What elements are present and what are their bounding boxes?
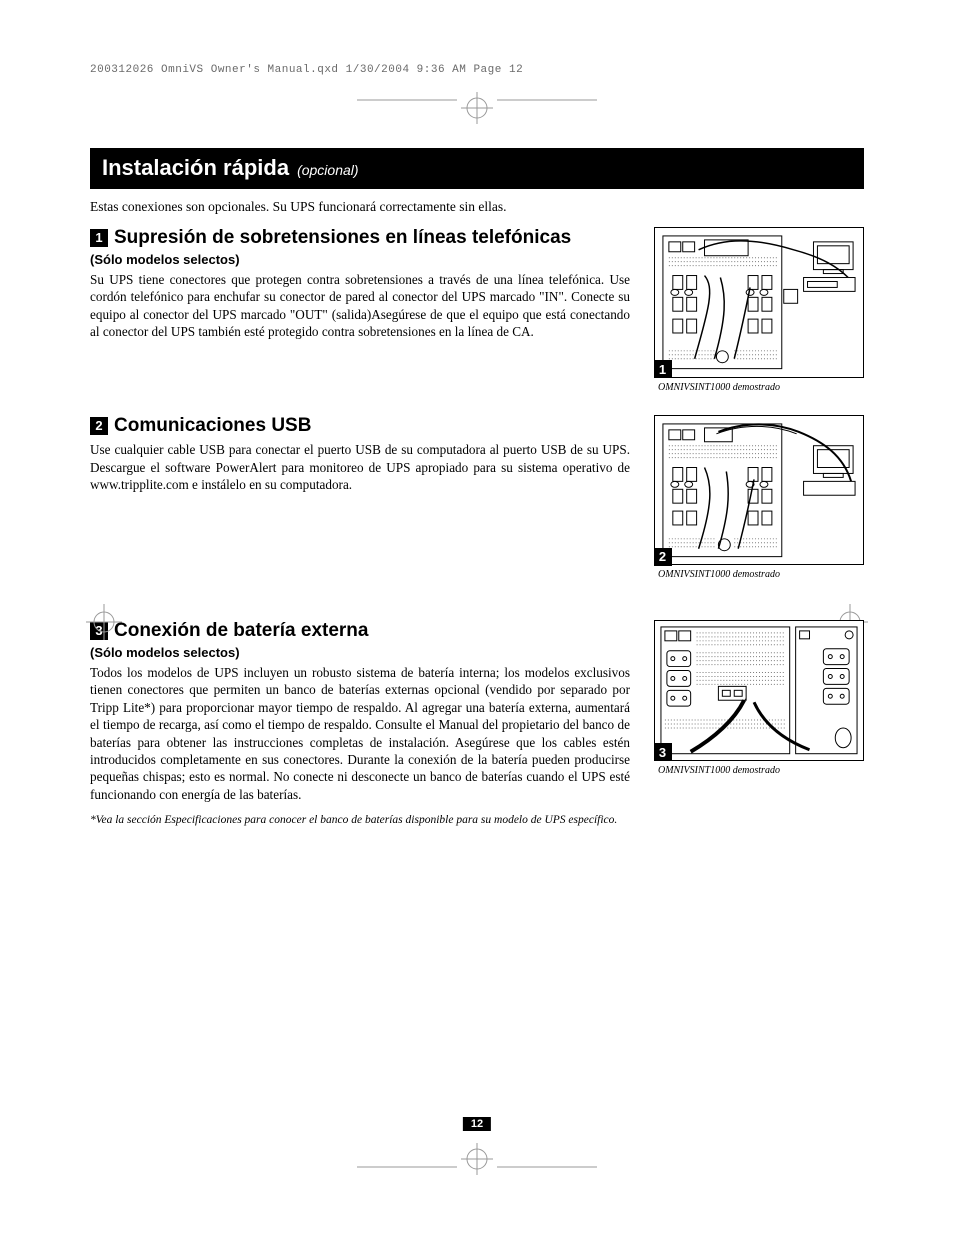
figure-2: 2 xyxy=(654,415,864,566)
section-3-figure-col: 3 OMNIVSINT1000 demostrado xyxy=(654,620,864,828)
section-2-body: Use cualquier cable USB para conectar el… xyxy=(90,441,630,493)
figure-3-caption: OMNIVSINT1000 demostrado xyxy=(654,765,864,776)
intro-text: Estas conexiones son opcionales. Su UPS … xyxy=(90,199,864,215)
section-1-heading: 1 Supresión de sobretensiones en líneas … xyxy=(90,227,630,250)
section-title-bar: Instalación rápida (opcional) xyxy=(90,148,864,189)
spacer xyxy=(90,602,864,620)
registration-mark-top xyxy=(357,92,597,124)
figure-2-tag: 2 xyxy=(654,548,672,566)
figure-3: 3 xyxy=(654,620,864,761)
registration-mark-bottom xyxy=(357,1143,597,1175)
section-2: 2 Comunicaciones USB Use cualquier cable… xyxy=(90,415,864,581)
print-slug: 200312026 OmniVS Owner's Manual.qxd 1/30… xyxy=(90,64,864,76)
section-title: Instalación rápida xyxy=(102,155,289,181)
section-3-subheading: (Sólo modelos selectos) xyxy=(90,645,630,660)
section-3-body: Todos los modelos de UPS incluyen un rob… xyxy=(90,664,630,803)
section-1-heading-text: Supresión de sobretensiones en líneas te… xyxy=(114,227,571,250)
section-3-heading: 3 Conexión de batería externa xyxy=(90,620,630,643)
page-number: 12 xyxy=(463,1117,491,1131)
figure-1-tag: 1 xyxy=(654,360,672,378)
section-3-text: 3 Conexión de batería externa (Sólo mode… xyxy=(90,620,630,828)
figure-1: 1 xyxy=(654,227,864,378)
section-2-figure-col: 2 OMNIVSINT1000 demostrado xyxy=(654,415,864,581)
footnote: *Vea la sección Especificaciones para co… xyxy=(90,813,630,828)
section-3: 3 Conexión de batería externa (Sólo mode… xyxy=(90,620,864,828)
figure-3-tag: 3 xyxy=(654,743,672,761)
section-2-heading-text: Comunicaciones USB xyxy=(114,415,311,438)
figure-2-caption: OMNIVSINT1000 demostrado xyxy=(654,569,864,580)
section-3-heading-text: Conexión de batería externa xyxy=(114,620,368,643)
section-2-heading: 2 Comunicaciones USB xyxy=(90,415,630,438)
section-2-text: 2 Comunicaciones USB Use cualquier cable… xyxy=(90,415,630,581)
section-1: 1 Supresión de sobretensiones en líneas … xyxy=(90,227,864,393)
section-1-figure-col: 1 OMNIVSINT1000 demostrado xyxy=(654,227,864,393)
figure-1-caption: OMNIVSINT1000 demostrado xyxy=(654,382,864,393)
section-1-text: 1 Supresión de sobretensiones en líneas … xyxy=(90,227,630,393)
step-number-2: 2 xyxy=(90,417,108,435)
section-1-subheading: (Sólo modelos selectos) xyxy=(90,252,630,267)
document-page: 200312026 OmniVS Owner's Manual.qxd 1/30… xyxy=(0,0,954,1235)
registration-mark-left xyxy=(86,604,122,640)
section-1-body: Su UPS tiene conectores que protegen con… xyxy=(90,271,630,341)
section-subtitle: (opcional) xyxy=(297,162,358,178)
step-number-1: 1 xyxy=(90,229,108,247)
